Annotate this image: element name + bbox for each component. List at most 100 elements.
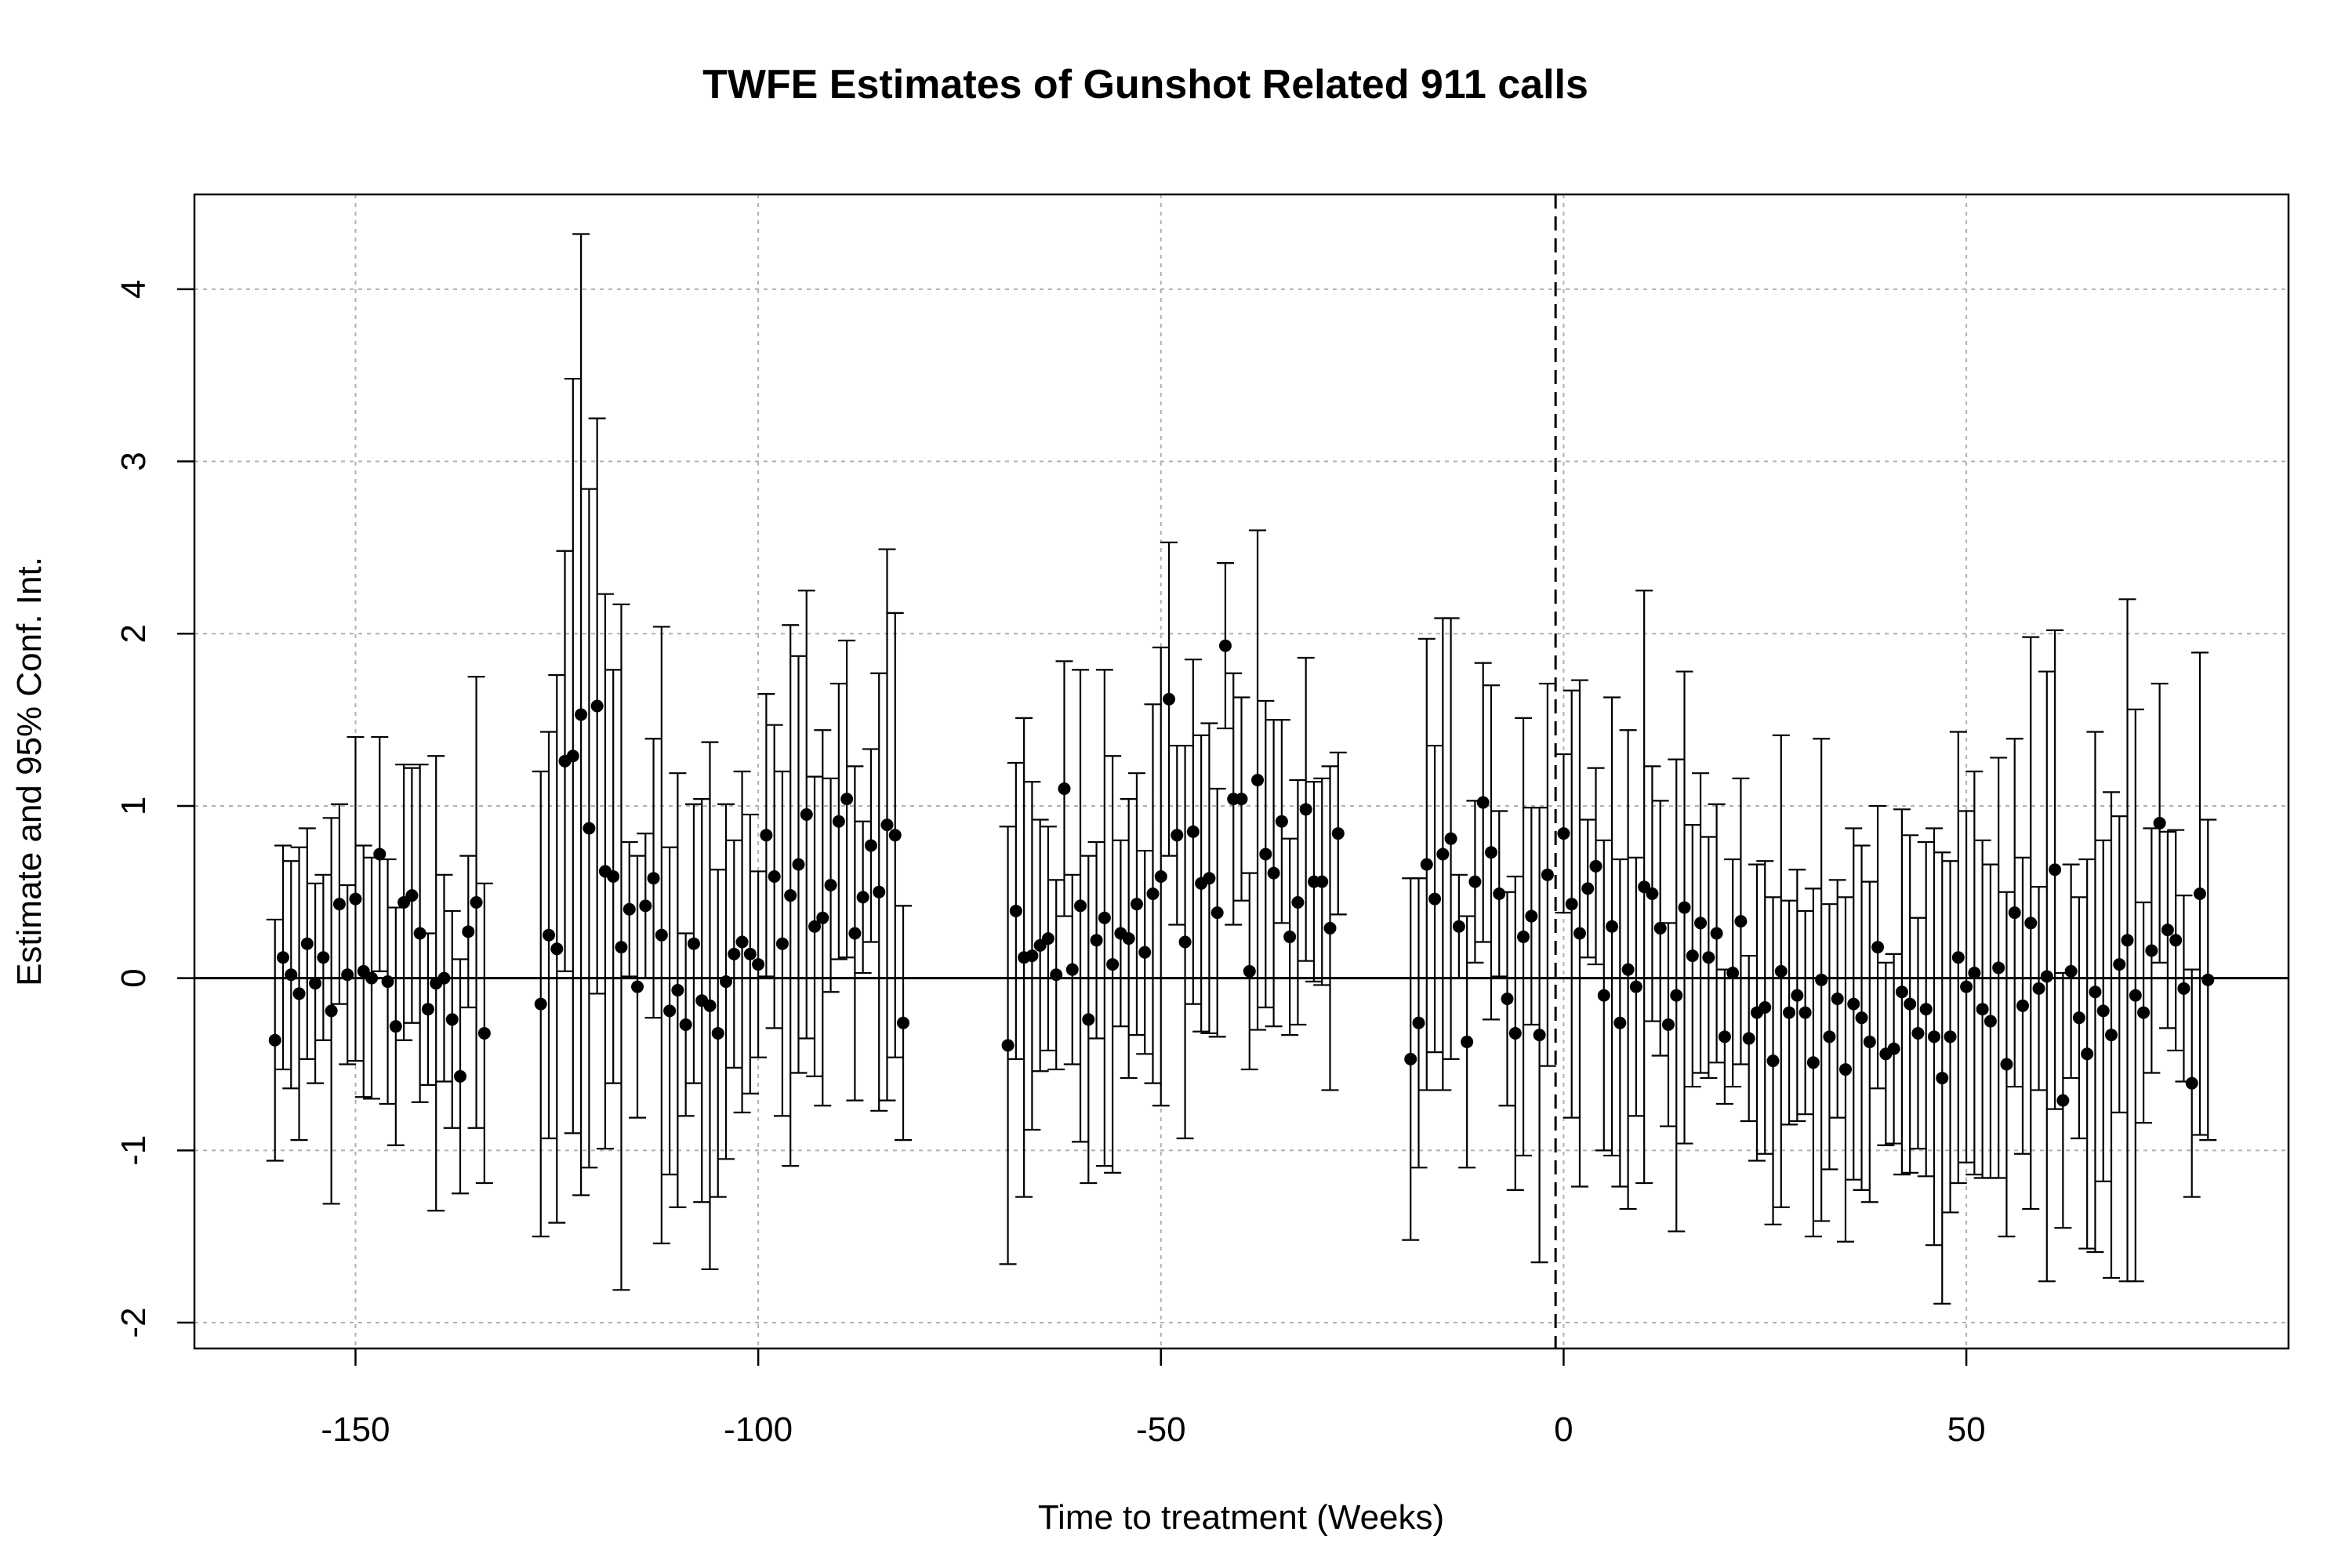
data-point — [309, 977, 322, 990]
data-point — [583, 822, 596, 835]
data-point — [349, 892, 362, 906]
data-point — [1541, 868, 1554, 881]
data-point — [760, 829, 773, 842]
x-tick-label: 0 — [1554, 1410, 1573, 1449]
data-point — [1082, 1013, 1095, 1026]
data-point — [1847, 997, 1860, 1011]
data-point — [1968, 967, 1981, 980]
data-point — [1992, 961, 2005, 975]
data-point — [1984, 1014, 1997, 1028]
data-point — [2016, 999, 2029, 1012]
data-point — [720, 975, 733, 989]
data-point — [1766, 1054, 1780, 1068]
data-point — [1025, 949, 1039, 963]
data-point — [873, 885, 886, 898]
data-point — [285, 968, 298, 982]
data-point — [1065, 963, 1079, 976]
data-point — [2113, 958, 2126, 971]
data-point — [1838, 1063, 1852, 1076]
data-point — [1533, 1029, 1546, 1042]
data-point — [671, 984, 684, 997]
data-point — [1001, 1039, 1014, 1052]
data-point — [381, 975, 394, 989]
data-point — [1653, 921, 1667, 935]
data-point — [1235, 793, 1248, 806]
data-point — [1525, 909, 1538, 923]
data-point — [735, 935, 749, 949]
data-point — [752, 958, 765, 971]
data-point — [1944, 1030, 1957, 1044]
data-point — [1581, 882, 1595, 895]
data-point — [1154, 870, 1167, 884]
data-point — [2193, 887, 2206, 900]
data-point — [897, 1016, 910, 1029]
data-point — [1122, 932, 1135, 946]
data-point — [824, 879, 837, 892]
data-point — [1517, 930, 1530, 943]
data-point — [2081, 1047, 2094, 1061]
data-point — [1589, 859, 1602, 873]
data-point — [1484, 846, 1497, 859]
data-point — [1904, 997, 1917, 1011]
data-point — [1404, 1052, 1417, 1065]
y-axis-label: Estimate and 95% Conf. Int. — [10, 557, 49, 986]
data-point — [470, 895, 483, 909]
data-point — [1275, 815, 1288, 828]
data-point — [1742, 1032, 1755, 1045]
data-point — [1476, 796, 1490, 809]
data-point — [1629, 980, 1642, 993]
data-point — [1218, 639, 1232, 652]
data-point — [268, 1033, 281, 1047]
data-point — [2153, 816, 2166, 829]
data-point — [1927, 1030, 1940, 1044]
data-point — [622, 902, 636, 916]
data-point — [2145, 944, 2158, 957]
data-point — [1951, 951, 1965, 964]
data-point — [413, 927, 426, 940]
data-point — [880, 818, 894, 832]
chart-title: TWFE Estimates of Gunshot Related 911 ca… — [702, 62, 1588, 107]
data-point — [2161, 924, 2174, 937]
data-point — [2169, 934, 2183, 947]
data-point — [1508, 1026, 1522, 1040]
data-point — [1074, 899, 1087, 913]
data-point — [1171, 829, 1184, 842]
data-point — [2024, 916, 2038, 930]
x-axis-label: Time to treatment (Weeks) — [1038, 1498, 1444, 1537]
data-point — [2056, 1094, 2070, 1107]
data-point — [1323, 921, 1337, 935]
data-point — [543, 928, 556, 942]
data-point — [2049, 863, 2062, 877]
data-point — [1412, 1016, 1425, 1029]
data-point — [888, 829, 902, 842]
data-point — [1661, 1018, 1675, 1031]
data-point — [2040, 970, 2053, 983]
data-point — [1613, 1016, 1627, 1029]
data-point — [1106, 958, 1120, 971]
data-point — [1493, 887, 1506, 900]
data-point — [1009, 904, 1022, 917]
data-point — [1050, 968, 1063, 982]
data-point — [389, 1020, 402, 1033]
data-point — [1186, 825, 1200, 838]
data-point — [832, 815, 845, 828]
data-point — [477, 1026, 491, 1040]
data-point — [1911, 1026, 1925, 1040]
data-point — [2000, 1058, 2013, 1071]
reference-lines — [194, 194, 2288, 1348]
data-point — [1710, 927, 1723, 940]
data-point — [1299, 803, 1312, 816]
data-point — [856, 891, 869, 904]
data-point — [445, 1013, 459, 1026]
data-point — [1831, 993, 1844, 1006]
data-point — [840, 793, 854, 806]
data-point — [1806, 1056, 1820, 1069]
data-point — [703, 999, 717, 1012]
data-point — [2185, 1076, 2198, 1090]
data-point — [1291, 895, 1305, 909]
data-point — [1976, 1003, 1989, 1016]
data-point — [2064, 964, 2078, 978]
data-point — [615, 941, 628, 954]
data-point — [1090, 934, 1103, 947]
